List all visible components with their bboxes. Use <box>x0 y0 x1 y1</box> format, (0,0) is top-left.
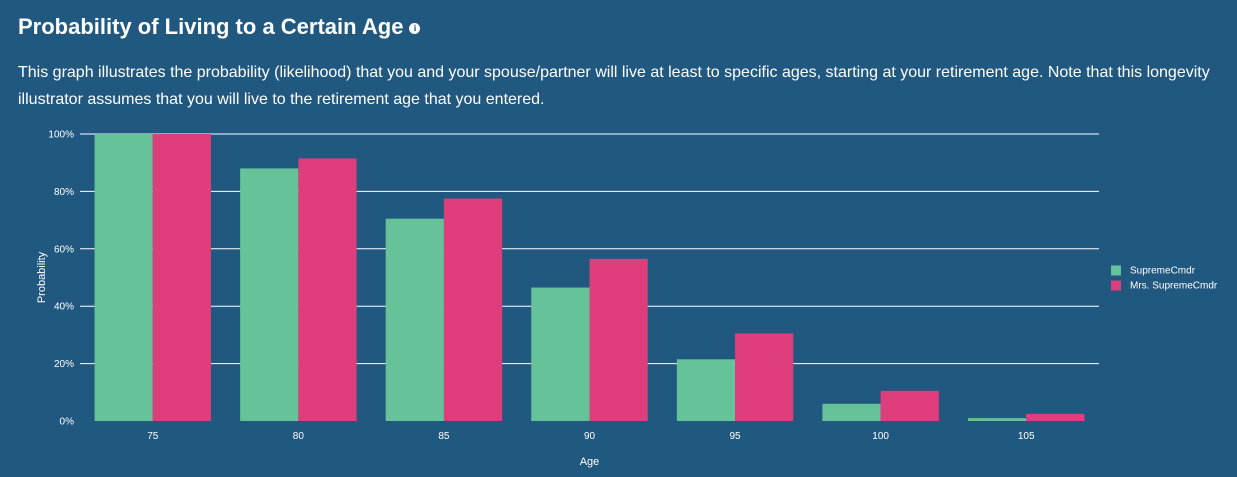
bar[interactable] <box>94 134 153 421</box>
y-tick-label: 100% <box>48 130 74 141</box>
info-icon[interactable]: i <box>409 22 421 34</box>
x-tick-label: 75 <box>147 431 159 442</box>
y-tick-label: 20% <box>54 359 74 370</box>
bar[interactable] <box>152 134 212 421</box>
bars <box>94 134 1085 421</box>
bar[interactable] <box>676 359 736 421</box>
bar[interactable] <box>589 258 648 421</box>
bar[interactable] <box>880 390 939 421</box>
bar[interactable] <box>531 287 590 421</box>
bar[interactable] <box>443 198 503 421</box>
legend-swatch[interactable] <box>1111 265 1121 276</box>
x-tick-label: 90 <box>584 431 596 442</box>
bar[interactable] <box>735 333 794 421</box>
y-tick-label: 80% <box>54 187 74 198</box>
y-tick-label: 40% <box>54 302 74 313</box>
legend-label[interactable]: Mrs. SupremeCmdr <box>1130 281 1218 292</box>
bar[interactable] <box>967 418 1027 421</box>
y-axis-title: Probability <box>36 251 48 303</box>
y-tick-label: 60% <box>54 244 74 255</box>
chart-description: This graph illustrates the probability (… <box>18 64 1210 108</box>
bar[interactable] <box>240 168 299 421</box>
chart-heading: Probability of Living to a Certain Age i <box>18 14 421 40</box>
x-tick-label: 95 <box>730 431 742 442</box>
y-tick-label: 0% <box>60 417 75 428</box>
x-tick-label: 100 <box>872 431 889 442</box>
x-tick-label: 105 <box>1018 431 1035 442</box>
chart-title: Probability of Living to a Certain Age <box>18 14 404 39</box>
bar[interactable] <box>822 403 881 421</box>
legend-label[interactable]: SupremeCmdr <box>1130 266 1196 277</box>
x-axis-title: Age <box>580 456 600 468</box>
bar[interactable] <box>298 158 357 421</box>
legend-swatch[interactable] <box>1111 280 1121 291</box>
bar[interactable] <box>1026 413 1085 421</box>
x-tick-label: 85 <box>438 431 450 442</box>
legend[interactable]: SupremeCmdr Mrs. SupremeCmdr <box>1111 265 1218 292</box>
bar[interactable] <box>385 218 444 421</box>
axis-ticks: 0% 20% 40% 60% 80% 100% 75 80 85 90 95 100 105 <box>48 130 1035 443</box>
x-tick-label: 80 <box>293 431 305 442</box>
